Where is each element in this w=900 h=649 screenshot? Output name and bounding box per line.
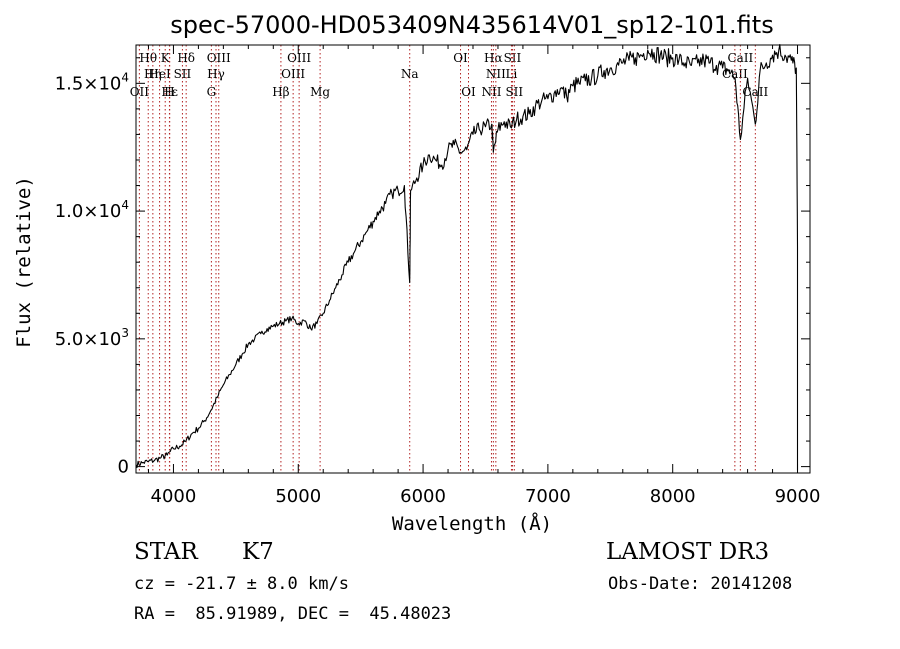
spectral-line-label: SII bbox=[505, 85, 523, 99]
spectral-line-label: OII bbox=[130, 85, 150, 99]
chart-title: spec-57000-HD053409N435614V01_sp12-101.f… bbox=[170, 11, 773, 39]
spectrum-chart: spec-57000-HD053409N435614V01_sp12-101.f… bbox=[13, 11, 821, 535]
sky-coordinates: RA = 85.91989, DEC = 45.48023 bbox=[134, 604, 452, 624]
spectral-line-label: SII bbox=[504, 51, 522, 65]
spectral-line-label: OIII bbox=[287, 51, 311, 65]
spectral-line-label: Hδ bbox=[177, 51, 195, 65]
x-tick-label: 8000 bbox=[650, 486, 696, 507]
spectral-line-label: OIII bbox=[281, 67, 305, 81]
spectral-line-label: Hθ bbox=[139, 51, 157, 65]
spectral-line-label: G bbox=[207, 85, 217, 99]
spectral-line-label: CaII bbox=[727, 51, 753, 65]
survey-name: LAMOST DR3 bbox=[606, 539, 770, 565]
spectral-line-label: K bbox=[161, 51, 171, 65]
x-tick-label: 7000 bbox=[525, 486, 571, 507]
spectral-line-label: Hα bbox=[484, 51, 503, 65]
spectral-line-label: Hη bbox=[144, 67, 162, 81]
object-subclass: K7 bbox=[242, 539, 274, 565]
observation-date: Obs-Date: 20141208 bbox=[608, 574, 793, 594]
y-axis: 0 5.0×103 1.0×104 1.5×104 bbox=[55, 57, 810, 478]
spectral-line-label: Hβ bbox=[272, 85, 289, 99]
x-tick-label: 4000 bbox=[151, 486, 197, 507]
y-tick-label: 5.0×103 bbox=[55, 326, 129, 350]
spectral-line-label: SII bbox=[174, 67, 192, 81]
x-axis: 4000 5000 6000 7000 8000 9000 bbox=[147, 45, 821, 507]
spectral-line-label: HeI bbox=[148, 67, 171, 81]
spectral-line-label: Na bbox=[401, 67, 419, 81]
y-tick-label: 1.5×104 bbox=[55, 70, 129, 94]
plot-frame bbox=[135, 44, 811, 474]
x-tick-label: 5000 bbox=[275, 486, 321, 507]
y-tick-label: 0 bbox=[118, 457, 129, 478]
spectral-line-label: H bbox=[164, 85, 174, 99]
spectral-line-label: OI bbox=[461, 85, 476, 99]
spectral-line-label: OI bbox=[453, 51, 468, 65]
spectral-lines: HθOIIHηHeIHεKHSIIHδGHγOIIIHβOIIIOIIIMgNa… bbox=[130, 45, 768, 473]
object-class: STAR bbox=[134, 539, 198, 565]
spectral-line-label: Mg bbox=[310, 85, 330, 99]
spectrum-series-line bbox=[135, 44, 799, 471]
spectral-line-label: NII bbox=[486, 67, 506, 81]
spectral-line-label: Li bbox=[506, 67, 518, 81]
x-tick-label: 9000 bbox=[775, 486, 821, 507]
x-axis-label: Wavelength (Å) bbox=[392, 512, 552, 535]
spectral-line-label: Hε bbox=[161, 85, 178, 99]
spectral-line-label: OIII bbox=[207, 51, 231, 65]
y-tick-label: 1.0×104 bbox=[55, 198, 129, 222]
spectral-line-label: NII bbox=[481, 85, 501, 99]
redshift-cz: cz = -21.7 ± 8.0 km/s bbox=[134, 574, 349, 594]
y-axis-label: Flux (relative) bbox=[13, 176, 35, 348]
spectral-line-label: Hγ bbox=[207, 67, 225, 81]
x-tick-label: 6000 bbox=[400, 486, 446, 507]
